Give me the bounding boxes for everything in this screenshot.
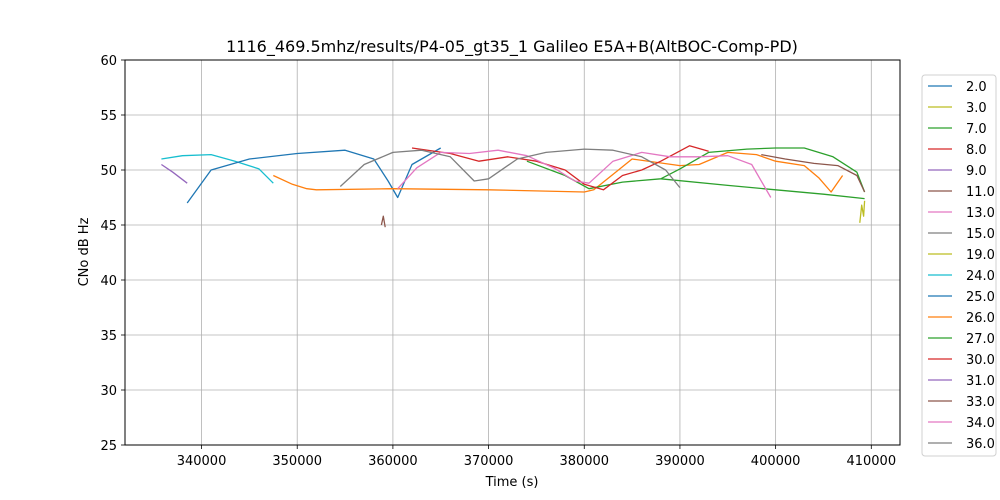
legend-label: 33.0 — [966, 395, 995, 410]
x-tick-label: 390000 — [655, 454, 705, 469]
y-tick-label: 40 — [100, 274, 117, 289]
x-tick-label: 400000 — [751, 454, 801, 469]
x-tick-label: 340000 — [177, 454, 227, 469]
y-tick-label: 45 — [100, 219, 117, 234]
series-line-31-0 — [161, 163, 188, 184]
plot-area — [124, 59, 901, 446]
legend-item: 26.0 — [928, 311, 995, 326]
y-tick-label: 55 — [100, 109, 117, 124]
series-line-11-0 — [380, 215, 386, 228]
plot-frame — [124, 59, 901, 446]
legend-item: 24.0 — [928, 269, 995, 284]
legend-label: 34.0 — [966, 416, 995, 431]
series-line-27-0 — [526, 147, 866, 193]
legend-item: 33.0 — [928, 395, 995, 410]
legend-item: 36.0 — [928, 437, 995, 452]
x-tick-label: 350000 — [272, 454, 322, 469]
x-axis-label: Time (s) — [485, 475, 539, 490]
x-tick-label: 370000 — [464, 454, 514, 469]
legend-label: 26.0 — [966, 311, 995, 326]
series-line-33-0 — [761, 153, 866, 193]
legend-item: 11.0 — [928, 185, 995, 200]
legend-label: 36.0 — [966, 437, 995, 452]
legend-item: 7.0 — [928, 122, 987, 137]
x-tick-label: 360000 — [368, 454, 418, 469]
legend-label: 27.0 — [966, 332, 995, 347]
y-tick-label: 50 — [100, 164, 117, 179]
y-tick-label: 30 — [100, 384, 117, 399]
x-tick-label: 380000 — [559, 454, 609, 469]
legend-label: 11.0 — [966, 185, 995, 200]
legend-item: 31.0 — [928, 374, 995, 389]
y-axis-label: CNo dB Hz — [77, 217, 92, 286]
legend-label: 19.0 — [966, 248, 995, 263]
legend-item: 34.0 — [928, 416, 995, 431]
legend-item: 2.0 — [928, 80, 987, 95]
legend-label: 7.0 — [966, 122, 987, 137]
y-tick-label: 35 — [100, 329, 117, 344]
legend-label: 8.0 — [966, 143, 987, 158]
legend-label: 3.0 — [966, 101, 987, 116]
legend-item: 30.0 — [928, 353, 995, 368]
legend-items: 2.0 3.0 7.0 8.0 9.0 11.0 13.0 15.0 19.0 24.0 25.0 2… — [928, 80, 995, 452]
y-axis: 25 30 35 40 45 50 55 60 — [100, 54, 125, 454]
legend-item: 3.0 — [928, 101, 987, 116]
chart-title: 1116_469.5mhz/results/P4-05_gt35_1 Galil… — [226, 37, 798, 57]
series-lines — [161, 145, 866, 228]
legend-item: 19.0 — [928, 248, 995, 263]
plot-background — [125, 60, 900, 445]
x-axis: 340000 350000 360000 370000 380000 390000 4000… — [177, 445, 896, 469]
legend-label: 24.0 — [966, 269, 995, 284]
legend-item: 15.0 — [928, 227, 995, 242]
series-line-26-0 — [273, 151, 844, 193]
legend-label: 9.0 — [966, 164, 987, 179]
legend-item: 8.0 — [928, 143, 987, 158]
y-tick-label: 60 — [100, 54, 117, 69]
x-tick-label: 410000 — [846, 454, 896, 469]
series-line-34-0 — [397, 149, 772, 198]
series-line-3-0 — [859, 200, 866, 223]
legend-label: 15.0 — [966, 227, 995, 242]
legend-label: 13.0 — [966, 206, 995, 221]
y-tick-label: 25 — [100, 439, 117, 454]
legend-item: 13.0 — [928, 206, 995, 221]
series-line-7-0 — [660, 178, 865, 200]
series-line-30-0 — [411, 145, 709, 191]
legend-item: 27.0 — [928, 332, 995, 347]
series-line-24-0 — [161, 153, 274, 184]
legend-item: 9.0 — [928, 164, 987, 179]
legend-label: 25.0 — [966, 290, 995, 305]
legend: 2.0 3.0 7.0 8.0 9.0 11.0 13.0 15.0 19.0 24.0 25.0 2… — [921, 74, 997, 457]
legend-label: 31.0 — [966, 374, 995, 389]
legend-label: 2.0 — [966, 80, 987, 95]
legend-label: 30.0 — [966, 353, 995, 368]
legend-item: 25.0 — [928, 290, 995, 305]
series-line-36-0 — [339, 148, 681, 189]
